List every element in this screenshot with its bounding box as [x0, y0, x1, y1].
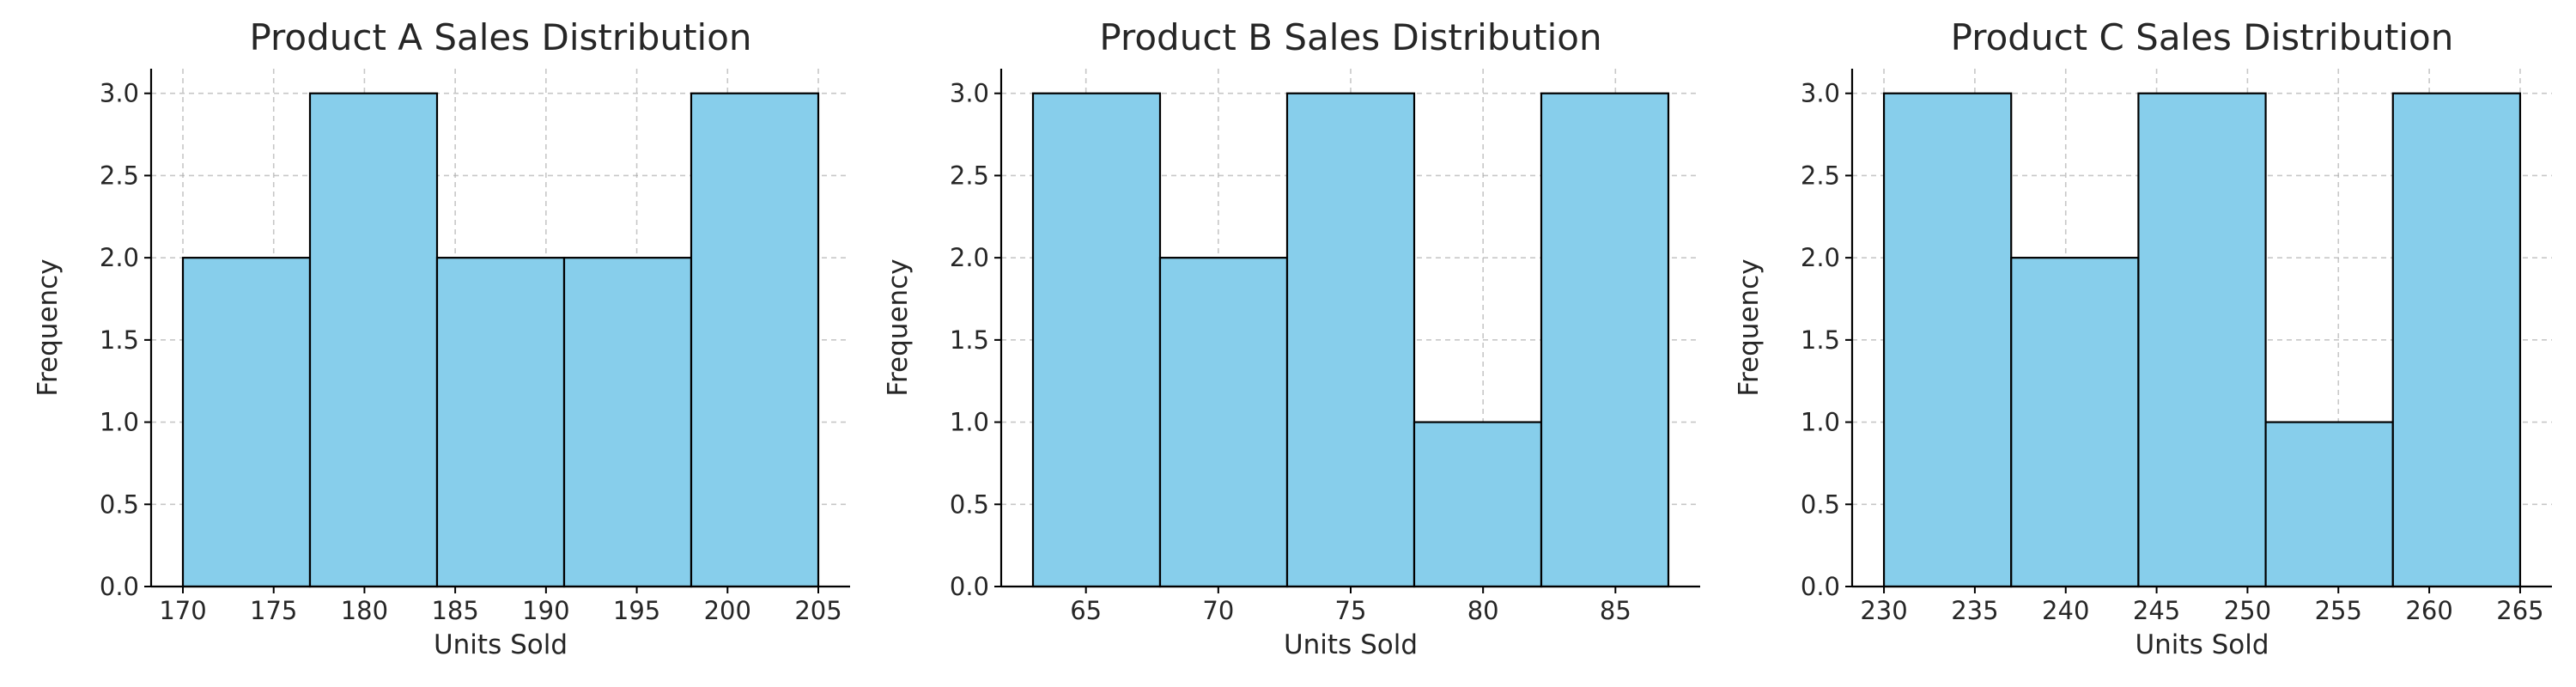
x-tick-label: 260 [2405, 596, 2452, 625]
y-tick-label: 2.5 [950, 161, 989, 190]
y-tick-label: 0.5 [1801, 489, 1840, 519]
histogram-bar [2137, 92, 2267, 588]
x-tick-label: 70 [1202, 596, 1234, 625]
histogram-bar [562, 257, 693, 588]
x-tick-label: 175 [250, 596, 297, 625]
y-tick-label: 1.0 [950, 408, 989, 437]
x-tick-label: 265 [2496, 596, 2543, 625]
y-tick-label: 0.5 [100, 489, 139, 519]
y-tick-label: 2.5 [1801, 161, 1840, 190]
histogram-bar [1540, 92, 1670, 588]
x-tick-label: 85 [1600, 596, 1631, 625]
histogram-bar [690, 92, 820, 588]
x-tick-label: 245 [2133, 596, 2180, 625]
y-axis-label: Frequency [883, 258, 914, 396]
x-tick-label: 80 [1467, 596, 1499, 625]
y-tick-label: 0.5 [950, 489, 989, 519]
y-tick-label: 2.0 [100, 243, 139, 272]
chart-panel-1: 0.0 0.5 1.0 1.5 2.0 2.5 3.0 170 175 180 185 190 195 2… [33, 16, 850, 660]
x-tick-label: 200 [704, 596, 751, 625]
y-tick-label: 0.0 [950, 572, 989, 601]
y-tick-label: 0.0 [1801, 572, 1840, 601]
y-tick-label: 3.0 [1801, 79, 1840, 108]
chart-title: Product B Sales Distribution [1099, 16, 1601, 58]
y-tick-label: 1.5 [950, 325, 989, 355]
histogram-bar [435, 257, 566, 588]
chart-title: Product C Sales Distribution [1951, 16, 2454, 58]
x-tick-label: 195 [613, 596, 660, 625]
chart-panel-2: 0.0 0.5 1.0 1.5 2.0 2.5 3.0 65 70 75 80 85 Product B… [883, 16, 1700, 660]
x-tick-label: 205 [794, 596, 841, 625]
y-tick-label: 2.0 [1801, 243, 1840, 272]
histogram-bar [1285, 92, 1416, 588]
x-tick-label: 75 [1335, 596, 1367, 625]
histogram-bar [181, 257, 312, 588]
x-tick-label: 180 [341, 596, 388, 625]
y-tick-label: 2.5 [100, 161, 139, 190]
x-tick-label: 240 [2042, 596, 2089, 625]
y-axis-label: Frequency [33, 258, 64, 396]
y-tick-label: 2.0 [950, 243, 989, 272]
chart-title: Product A Sales Distribution [249, 16, 751, 58]
x-tick-label: 230 [1860, 596, 1907, 625]
x-axis-label: Units Sold [434, 629, 568, 660]
x-axis-label: Units Sold [2135, 629, 2269, 660]
x-tick-label: 170 [159, 596, 206, 625]
x-tick-label: 255 [2315, 596, 2362, 625]
histogram-bar [1158, 257, 1289, 588]
x-axis-label: Units Sold [1284, 629, 1418, 660]
histogram-bar [2010, 257, 2140, 588]
chart-panel-3: 0.0 0.5 1.0 1.5 2.0 2.5 3.0 230 235 240 245 250 255 2… [1734, 16, 2552, 660]
histogram-bar [2264, 421, 2394, 588]
y-tick-label: 1.0 [100, 408, 139, 437]
histogram-bar [1882, 92, 2013, 588]
y-tick-label: 1.5 [100, 325, 139, 355]
histogram-bar [308, 92, 439, 588]
y-tick-label: 3.0 [100, 79, 139, 108]
y-axis-label: Frequency [1734, 258, 1765, 396]
histogram-bar [1413, 421, 1543, 588]
x-tick-label: 65 [1070, 596, 1102, 625]
x-tick-label: 235 [1951, 596, 1998, 625]
x-tick-label: 250 [2224, 596, 2271, 625]
x-tick-label: 190 [522, 596, 569, 625]
histogram-bar [1031, 92, 1162, 588]
y-tick-label: 1.0 [1801, 408, 1840, 437]
y-tick-label: 1.5 [1801, 325, 1840, 355]
histogram-bar [2391, 92, 2522, 588]
y-tick-label: 3.0 [950, 79, 989, 108]
y-tick-label: 0.0 [100, 572, 139, 601]
x-tick-label: 185 [431, 596, 478, 625]
